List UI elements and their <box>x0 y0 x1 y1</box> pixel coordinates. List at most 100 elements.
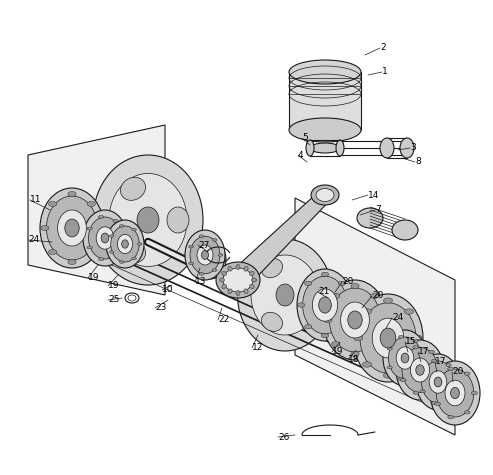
Ellipse shape <box>99 215 104 218</box>
Ellipse shape <box>453 380 458 383</box>
Ellipse shape <box>119 261 124 264</box>
Ellipse shape <box>40 188 104 268</box>
Ellipse shape <box>89 217 121 259</box>
Ellipse shape <box>429 387 434 390</box>
Ellipse shape <box>338 324 346 329</box>
Ellipse shape <box>87 246 92 249</box>
Ellipse shape <box>401 353 409 363</box>
Ellipse shape <box>96 227 114 249</box>
Ellipse shape <box>236 265 240 269</box>
Text: 24: 24 <box>28 236 39 245</box>
Text: 27: 27 <box>198 240 210 249</box>
Ellipse shape <box>448 416 454 419</box>
Ellipse shape <box>298 303 305 307</box>
Ellipse shape <box>345 303 352 307</box>
Ellipse shape <box>310 143 340 153</box>
Ellipse shape <box>471 391 477 395</box>
Ellipse shape <box>383 330 427 386</box>
Ellipse shape <box>58 210 86 246</box>
Ellipse shape <box>199 273 204 275</box>
Ellipse shape <box>185 230 225 280</box>
Text: 5: 5 <box>302 133 308 142</box>
Ellipse shape <box>306 140 314 156</box>
Ellipse shape <box>400 379 406 382</box>
Ellipse shape <box>400 358 406 361</box>
Text: 19: 19 <box>108 282 119 291</box>
Ellipse shape <box>194 241 226 279</box>
Text: 11: 11 <box>30 196 41 205</box>
Ellipse shape <box>87 249 95 255</box>
Text: 19: 19 <box>88 274 100 283</box>
Ellipse shape <box>413 373 418 376</box>
Ellipse shape <box>137 207 159 233</box>
Text: 20: 20 <box>372 292 384 301</box>
Ellipse shape <box>388 337 422 379</box>
Ellipse shape <box>244 266 248 271</box>
Ellipse shape <box>305 281 312 285</box>
Ellipse shape <box>370 342 379 347</box>
Ellipse shape <box>392 220 418 240</box>
Ellipse shape <box>434 402 441 405</box>
Ellipse shape <box>228 289 232 294</box>
Text: 8: 8 <box>415 158 421 167</box>
Ellipse shape <box>189 245 193 248</box>
Ellipse shape <box>222 285 226 289</box>
Ellipse shape <box>261 312 282 332</box>
Ellipse shape <box>218 254 223 256</box>
Ellipse shape <box>223 268 253 292</box>
Ellipse shape <box>329 288 381 352</box>
Ellipse shape <box>436 369 474 417</box>
Ellipse shape <box>396 340 444 400</box>
Ellipse shape <box>138 243 142 245</box>
Ellipse shape <box>216 262 260 298</box>
Ellipse shape <box>249 271 254 275</box>
Text: 20: 20 <box>342 277 353 286</box>
Polygon shape <box>28 125 165 295</box>
Ellipse shape <box>303 276 348 334</box>
Ellipse shape <box>378 317 387 323</box>
Ellipse shape <box>430 361 480 425</box>
Ellipse shape <box>402 348 438 392</box>
Ellipse shape <box>261 258 282 278</box>
Ellipse shape <box>302 284 320 306</box>
Ellipse shape <box>336 140 344 156</box>
Ellipse shape <box>71 214 99 236</box>
Ellipse shape <box>323 280 387 360</box>
Ellipse shape <box>429 350 434 353</box>
Ellipse shape <box>212 238 217 241</box>
Ellipse shape <box>68 259 76 265</box>
Text: 15: 15 <box>405 338 417 346</box>
Ellipse shape <box>338 281 346 285</box>
Ellipse shape <box>384 373 392 378</box>
Ellipse shape <box>228 266 232 271</box>
Text: 13: 13 <box>195 277 207 286</box>
Ellipse shape <box>351 284 359 288</box>
Ellipse shape <box>93 155 203 285</box>
Polygon shape <box>222 195 335 280</box>
Ellipse shape <box>65 219 79 237</box>
Ellipse shape <box>313 289 338 321</box>
Ellipse shape <box>351 352 359 357</box>
Ellipse shape <box>200 248 220 272</box>
Ellipse shape <box>396 347 414 369</box>
Ellipse shape <box>370 294 379 298</box>
Ellipse shape <box>76 218 94 232</box>
Ellipse shape <box>448 367 454 370</box>
Ellipse shape <box>106 220 144 268</box>
Text: 18: 18 <box>348 355 359 364</box>
Ellipse shape <box>197 245 213 265</box>
Ellipse shape <box>83 210 127 266</box>
Ellipse shape <box>95 226 104 230</box>
Ellipse shape <box>120 240 145 263</box>
Ellipse shape <box>360 303 416 373</box>
Text: 24: 24 <box>392 314 403 323</box>
Text: 20: 20 <box>452 368 463 377</box>
Ellipse shape <box>436 369 441 371</box>
Ellipse shape <box>111 226 139 262</box>
Ellipse shape <box>413 346 419 349</box>
Ellipse shape <box>380 328 396 348</box>
Ellipse shape <box>305 324 312 329</box>
Text: 3: 3 <box>410 143 416 152</box>
Text: 1: 1 <box>382 67 388 76</box>
Text: 4: 4 <box>298 151 304 160</box>
